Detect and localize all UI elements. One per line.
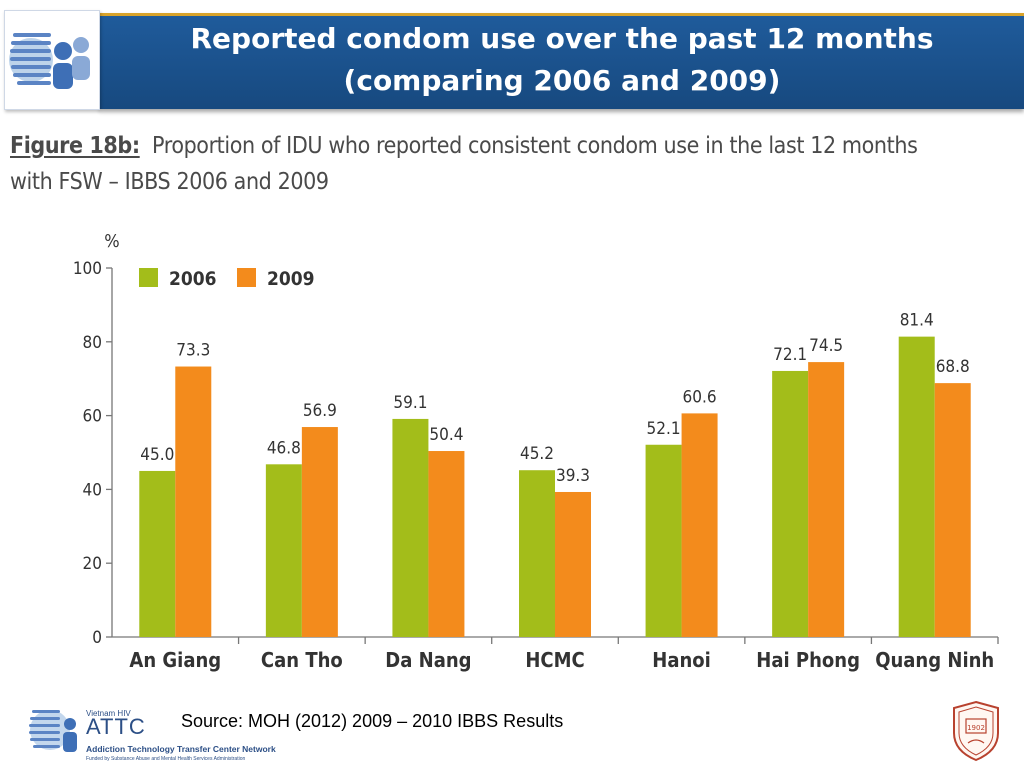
bar-2006 (772, 370, 809, 637)
header-logo (4, 10, 100, 110)
bar-2009 (808, 362, 845, 637)
figure-caption: Figure 18b: Proportion of IDU who report… (10, 128, 918, 200)
bar-2009 (555, 491, 591, 637)
bar-2006 (392, 418, 429, 637)
university-seal: 1902 (946, 699, 1006, 768)
slide-title-line1: Reported condom use over the past 12 mon… (190, 22, 934, 55)
people-logo-icon (9, 33, 90, 89)
bar-2006 (265, 464, 302, 637)
seal-year: 1902 (967, 724, 985, 732)
category-label: Hai Phong (756, 648, 860, 672)
y-tick-label: 40 (83, 480, 102, 500)
data-label-2009: 73.3 (176, 341, 210, 361)
data-label-2009: 39.3 (556, 466, 590, 486)
footer-org-small: Vietnam HIV (86, 709, 131, 718)
category-label: An Giang (129, 648, 221, 672)
y-axis-label: % (104, 231, 119, 252)
bar-2006 (139, 470, 176, 637)
slide-title: Reported condom use over the past 12 mon… (100, 18, 1024, 102)
category-label: Hanoi (652, 648, 711, 672)
bar-2009 (428, 451, 465, 637)
data-label-2009: 68.8 (936, 357, 970, 377)
footer-org-funding: Funded by Substance Abuse and Mental Hea… (86, 756, 246, 762)
data-label-2006: 59.1 (393, 393, 427, 413)
attc-logo: Vietnam HIV ATTC Addiction Technology Tr… (26, 700, 296, 769)
category-label: Quang Ninh (875, 648, 994, 672)
bar-2009 (934, 383, 971, 637)
category-label: HCMC (525, 648, 584, 672)
y-tick-label: 100 (73, 259, 102, 279)
y-tick-label: 20 (83, 554, 102, 574)
data-label-2006: 81.4 (900, 311, 934, 331)
data-label-2009: 50.4 (429, 425, 463, 445)
title-band (100, 13, 1024, 109)
data-label-2009: 56.9 (303, 401, 337, 421)
figure-caption-line1: Proportion of IDU who reported consisten… (152, 133, 918, 159)
category-label: Da Nang (385, 648, 471, 672)
bar-2006 (898, 336, 935, 637)
data-label-2006: 45.2 (520, 444, 554, 464)
bar-2009 (301, 427, 338, 637)
y-tick-label: 80 (83, 333, 102, 353)
legend-swatch-2006 (139, 268, 158, 287)
bar-2006 (519, 470, 555, 637)
bar-chart: 0 20 40 60 80 100% 45.0 73.3 An Giang 46.856.9 Can… (73, 231, 999, 672)
footer-org-full: Addiction Technology Transfer Center Net… (86, 744, 276, 754)
footer-org-name: ATTC (86, 714, 146, 739)
category-label: Can Tho (261, 648, 343, 672)
source-note: Source: MOH (2012) 2009 – 2010 IBBS Resu… (181, 711, 564, 731)
slide-header: Reported condom use over the past 12 mon… (0, 0, 1024, 112)
legend-label-2006: 2006 (169, 268, 217, 290)
data-label-2009: 74.5 (809, 336, 843, 356)
data-label-2006: 46.8 (267, 438, 301, 458)
data-label-2009: 60.6 (683, 387, 717, 407)
legend-label-2009: 2009 (267, 268, 315, 290)
bar-2009 (175, 366, 212, 637)
seal-icon: 1902 (953, 700, 999, 762)
data-label-2006: 72.1 (773, 345, 807, 365)
bar-2006 (645, 444, 682, 637)
slide-title-line2: (comparing 2006 and 2009) (343, 64, 781, 97)
data-label-2006: 45.0 (140, 445, 174, 465)
data-label-2006: 52.1 (647, 419, 681, 439)
y-tick-label: 60 (83, 407, 102, 427)
figure-caption-line2: with FSW – IBBS 2006 and 2009 (10, 169, 329, 195)
legend-swatch-2009 (237, 268, 256, 287)
bar-2009 (681, 413, 718, 637)
y-tick-label: 0 (92, 628, 102, 648)
figure-label: Figure 18b: (10, 133, 140, 159)
attc-logo-icon (29, 710, 77, 752)
